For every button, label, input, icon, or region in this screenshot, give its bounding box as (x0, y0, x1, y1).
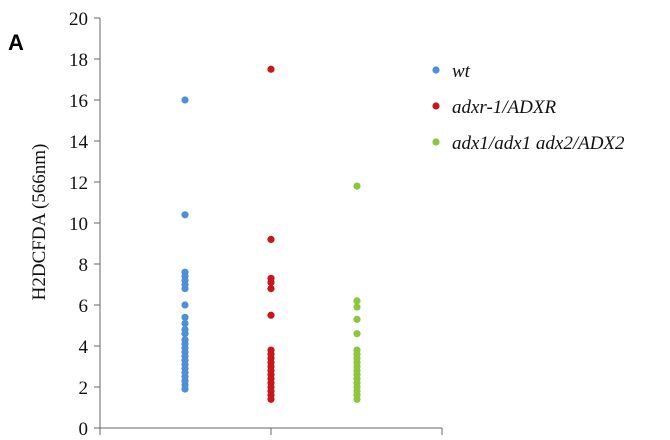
legend-label: wt (452, 61, 471, 82)
panel-label: A (8, 30, 24, 55)
data-point (353, 395, 361, 403)
legend-marker (432, 138, 440, 146)
y-tick-label: 8 (79, 255, 89, 276)
y-tick-label: 20 (69, 9, 88, 30)
y-tick-label: 6 (79, 296, 89, 317)
series-3-points (353, 182, 361, 403)
y-tick-label: 2 (79, 378, 89, 399)
data-point (267, 285, 275, 293)
data-point (267, 65, 275, 73)
y-tick-label: 10 (69, 214, 88, 235)
legend-marker (432, 66, 440, 74)
data-point (181, 96, 189, 104)
legend-label: adxr-1/ADXR (452, 97, 556, 118)
legend-marker (432, 102, 440, 110)
data-point (353, 330, 361, 338)
y-tick-label: 16 (69, 91, 88, 112)
legend: wt adxr-1/ADXR adx1/adx1 adx2/ADX2 (432, 61, 625, 154)
data-point (181, 285, 189, 293)
series-1-points (181, 96, 189, 393)
y-tick-label: 4 (79, 337, 89, 358)
data-point (181, 313, 189, 321)
data-point (267, 395, 275, 403)
data-point (181, 385, 189, 393)
data-point (353, 303, 361, 311)
data-points (181, 65, 361, 403)
legend-label: adx1/adx1 adx2/ADX2 (452, 133, 625, 154)
series-2-points (267, 65, 275, 403)
y-tick-label: 12 (69, 173, 88, 194)
data-point (267, 235, 275, 243)
axes: 0 2 4 6 8 10 12 14 16 18 20 (69, 9, 443, 440)
data-point (181, 330, 189, 338)
data-point (353, 182, 361, 190)
data-point (267, 278, 275, 287)
data-point (353, 315, 361, 323)
data-point (353, 297, 361, 305)
y-axis-label: H2DCFDA (566nm) (29, 144, 50, 301)
y-tick-label: 0 (79, 419, 89, 440)
y-tick-label: 18 (69, 50, 88, 71)
data-point (181, 301, 189, 309)
data-point (181, 211, 189, 219)
data-point (181, 319, 189, 328)
data-point (267, 311, 275, 319)
y-tick-label: 14 (69, 132, 89, 153)
